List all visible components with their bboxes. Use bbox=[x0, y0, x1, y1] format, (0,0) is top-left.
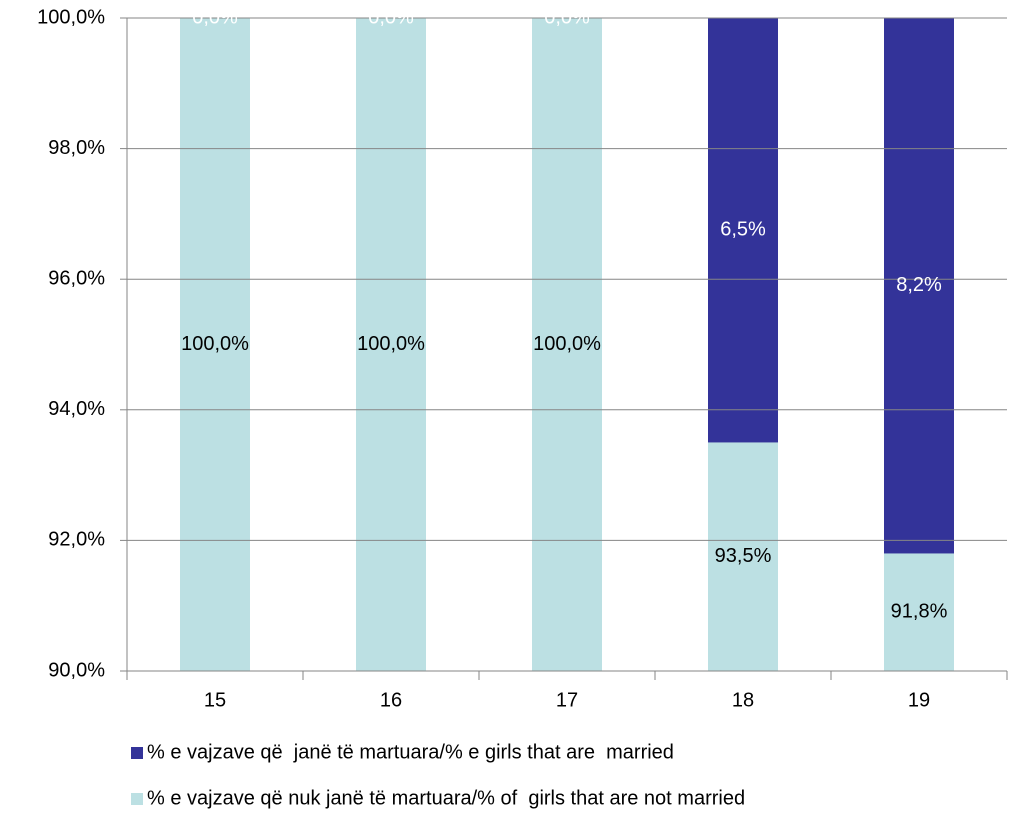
y-tick-label: 90,0% bbox=[48, 659, 105, 681]
y-tick-label: 98,0% bbox=[48, 137, 105, 159]
data-label: 6,5% bbox=[720, 219, 766, 241]
x-tick-label: 16 bbox=[380, 689, 402, 711]
y-tick-label: 96,0% bbox=[48, 267, 105, 289]
data-label: 0,0% bbox=[544, 6, 590, 28]
bar-segment bbox=[180, 18, 250, 671]
y-tick-label: 92,0% bbox=[48, 529, 105, 551]
x-tick-label: 19 bbox=[908, 689, 930, 711]
x-tick-label: 17 bbox=[556, 689, 578, 711]
legend-swatch bbox=[131, 747, 143, 759]
bar-segment bbox=[532, 18, 602, 671]
data-label: 8,2% bbox=[896, 274, 942, 296]
bar-segment bbox=[884, 18, 954, 554]
data-label: 0,0% bbox=[368, 6, 414, 28]
bar-segment bbox=[708, 442, 778, 671]
y-tick-label: 100,0% bbox=[37, 6, 105, 28]
bar-segment bbox=[356, 18, 426, 671]
x-tick-label: 15 bbox=[204, 689, 226, 711]
y-tick-label: 94,0% bbox=[48, 398, 105, 420]
x-tick-label: 18 bbox=[732, 689, 754, 711]
data-label: 100,0% bbox=[533, 333, 601, 355]
data-label: 91,8% bbox=[891, 601, 948, 623]
bar-segment bbox=[884, 553, 954, 671]
data-label: 100,0% bbox=[181, 333, 249, 355]
data-label: 100,0% bbox=[357, 333, 425, 355]
legend-swatch bbox=[131, 793, 143, 805]
bar-segment bbox=[708, 18, 778, 443]
legend-label: % e vajzave që nuk janë të martuara/% of… bbox=[147, 787, 745, 809]
legend-label: % e vajzave që janë të martuara/% e girl… bbox=[147, 741, 674, 763]
data-label: 93,5% bbox=[715, 545, 772, 567]
data-label: 0,0% bbox=[192, 6, 238, 28]
plot-area bbox=[180, 18, 954, 671]
